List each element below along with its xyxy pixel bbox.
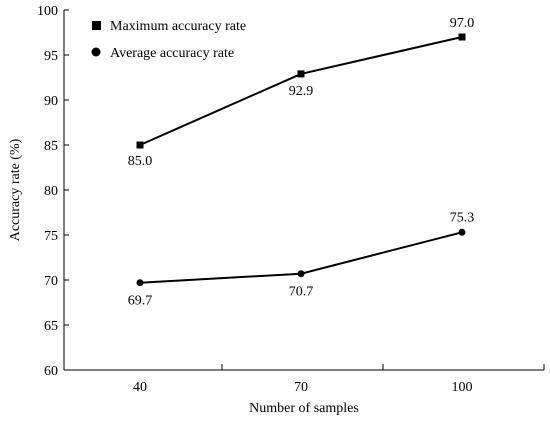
data-point [297, 270, 305, 278]
data-point [136, 141, 144, 149]
legend: Maximum accuracy rate Average accuracy r… [91, 19, 246, 61]
data-label: 69.7 [128, 294, 153, 309]
y-tick-label: 85 [44, 139, 58, 154]
data-label: 92.9 [289, 84, 314, 99]
y-axis-ticks: 60 65 70 75 80 85 90 95 100 [37, 4, 69, 379]
data-label: 85.0 [128, 154, 153, 169]
axes-group [63, 10, 544, 371]
y-tick-label: 65 [44, 319, 58, 334]
series-layer: 85.0 92.9 97.0 69.7 70.7 75.3 [128, 16, 475, 309]
data-point [458, 33, 466, 41]
legend-marker-average [91, 47, 101, 57]
legend-label-maximum: Maximum accuracy rate [110, 19, 246, 34]
y-tick-label: 80 [44, 184, 58, 199]
y-tick-label: 95 [44, 49, 58, 64]
x-tick-label: 70 [294, 380, 308, 395]
data-point [136, 279, 144, 287]
data-point [297, 70, 305, 78]
x-axis-ticks: 40 70 100 [63, 364, 545, 395]
legend-label-average: Average accuracy rate [110, 46, 234, 61]
legend-marker-maximum [92, 21, 101, 30]
y-tick-label: 75 [44, 229, 58, 244]
x-tick-label: 100 [452, 380, 473, 395]
data-label: 75.3 [450, 210, 475, 225]
y-tick-label: 70 [44, 274, 58, 289]
series-maximum: 85.0 92.9 97.0 [128, 16, 475, 169]
data-label: 97.0 [450, 16, 475, 31]
y-axis-title: Accuracy rate (%) [8, 138, 23, 241]
data-point [458, 228, 466, 236]
y-tick-label: 100 [37, 4, 58, 19]
x-axis-title: Number of samples [249, 401, 359, 416]
data-label: 70.7 [289, 285, 314, 300]
y-tick-label: 90 [44, 94, 58, 109]
series-average: 69.7 70.7 75.3 [128, 210, 475, 308]
y-tick-label: 60 [44, 364, 58, 379]
x-tick-label: 40 [133, 380, 147, 395]
